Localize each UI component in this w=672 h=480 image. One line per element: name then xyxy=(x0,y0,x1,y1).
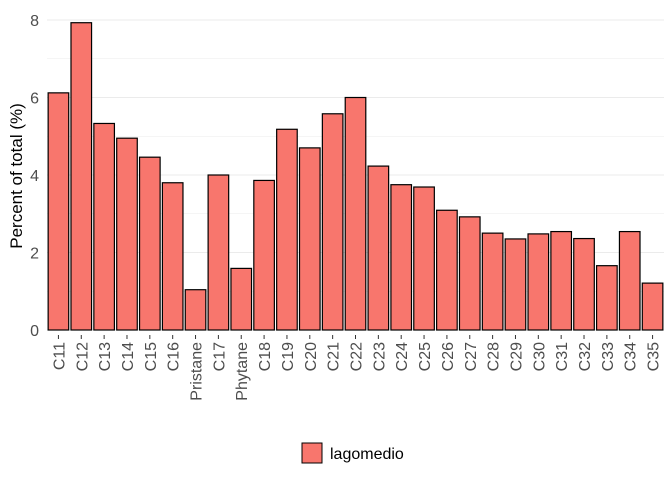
bar-C33 xyxy=(595,265,618,331)
bars xyxy=(47,22,664,331)
x-tick-label-C29: C29 xyxy=(509,342,526,371)
x-tick-label-C35: C35 xyxy=(646,342,663,371)
x-tick-label-C15: C15 xyxy=(143,342,160,371)
bar-C35 xyxy=(641,282,664,331)
x-tick-label-C32: C32 xyxy=(577,342,594,371)
bar-C26 xyxy=(436,209,458,331)
x-tick-label-C30: C30 xyxy=(531,342,548,371)
bar-C13 xyxy=(93,122,116,331)
x-tick-label-C17: C17 xyxy=(211,342,228,371)
bar-C31 xyxy=(550,230,573,331)
bar-C27 xyxy=(458,216,481,331)
bar-C34 xyxy=(618,230,641,331)
bar-C28 xyxy=(481,232,504,331)
x-tick-label-C12: C12 xyxy=(74,342,91,371)
x-tick-label-Pristane: Pristane xyxy=(189,342,206,401)
x-tick-label-C19: C19 xyxy=(280,342,297,371)
bar-Pristane xyxy=(184,289,207,331)
x-tick-label-C20: C20 xyxy=(303,342,320,371)
x-tick-label-C27: C27 xyxy=(463,342,480,371)
y-axis-title: Percent of total (%) xyxy=(7,103,26,249)
x-tick-label-C18: C18 xyxy=(257,342,274,371)
y-axis-ticks: 0 2 4 6 8 xyxy=(30,13,39,340)
y-tick-label: 6 xyxy=(30,91,39,108)
y-tick-label: 8 xyxy=(30,13,39,30)
bar-C12 xyxy=(70,22,93,331)
y-tick-label: 4 xyxy=(30,168,39,185)
bar-C14 xyxy=(116,137,138,331)
x-tick-label-C31: C31 xyxy=(554,342,571,371)
x-tick-label-C16: C16 xyxy=(166,342,183,371)
bar-C23 xyxy=(367,165,390,331)
x-tick-label-C13: C13 xyxy=(97,342,114,371)
x-tick-label-C25: C25 xyxy=(417,342,434,371)
legend-label-lagomedio: lagomedio xyxy=(330,446,404,463)
x-tick-label-C14: C14 xyxy=(120,342,137,371)
bar-C29 xyxy=(504,238,527,331)
bar-Phytane xyxy=(230,267,253,331)
legend-key-lagomedio xyxy=(301,442,323,464)
bar-C19 xyxy=(276,128,298,331)
bar-C15 xyxy=(138,156,161,331)
x-tick-label-C33: C33 xyxy=(600,342,617,371)
x-tick-label-C23: C23 xyxy=(371,342,388,371)
y-tick-label: 0 xyxy=(30,323,39,340)
bar-C18 xyxy=(253,179,275,331)
bar-C20 xyxy=(298,147,321,331)
x-tick-label-C24: C24 xyxy=(394,342,411,371)
legend: lagomedio xyxy=(301,442,404,464)
bar-C17 xyxy=(207,174,230,331)
x-axis-ticks: C11 C12 C13 C14 C15 C16 Pristane C17 Phytane C18 C… xyxy=(51,335,663,401)
x-tick-label-C28: C28 xyxy=(486,342,503,371)
x-tick-label-C26: C26 xyxy=(440,342,457,371)
x-tick-label-C22: C22 xyxy=(349,342,366,371)
bar-C11 xyxy=(47,92,70,331)
bar-C24 xyxy=(390,184,413,331)
bar-C21 xyxy=(321,113,344,331)
bar-C32 xyxy=(573,237,595,331)
x-tick-label-C34: C34 xyxy=(623,342,640,371)
x-tick-label-Phytane: Phytane xyxy=(234,342,251,401)
bar-C30 xyxy=(527,233,550,331)
x-tick-label-C21: C21 xyxy=(326,342,343,371)
y-tick-label: 2 xyxy=(30,246,39,263)
x-tick-label-C11: C11 xyxy=(51,342,68,370)
bar-C16 xyxy=(161,182,184,331)
bar-C22 xyxy=(344,96,367,331)
bar-C25 xyxy=(413,186,435,331)
